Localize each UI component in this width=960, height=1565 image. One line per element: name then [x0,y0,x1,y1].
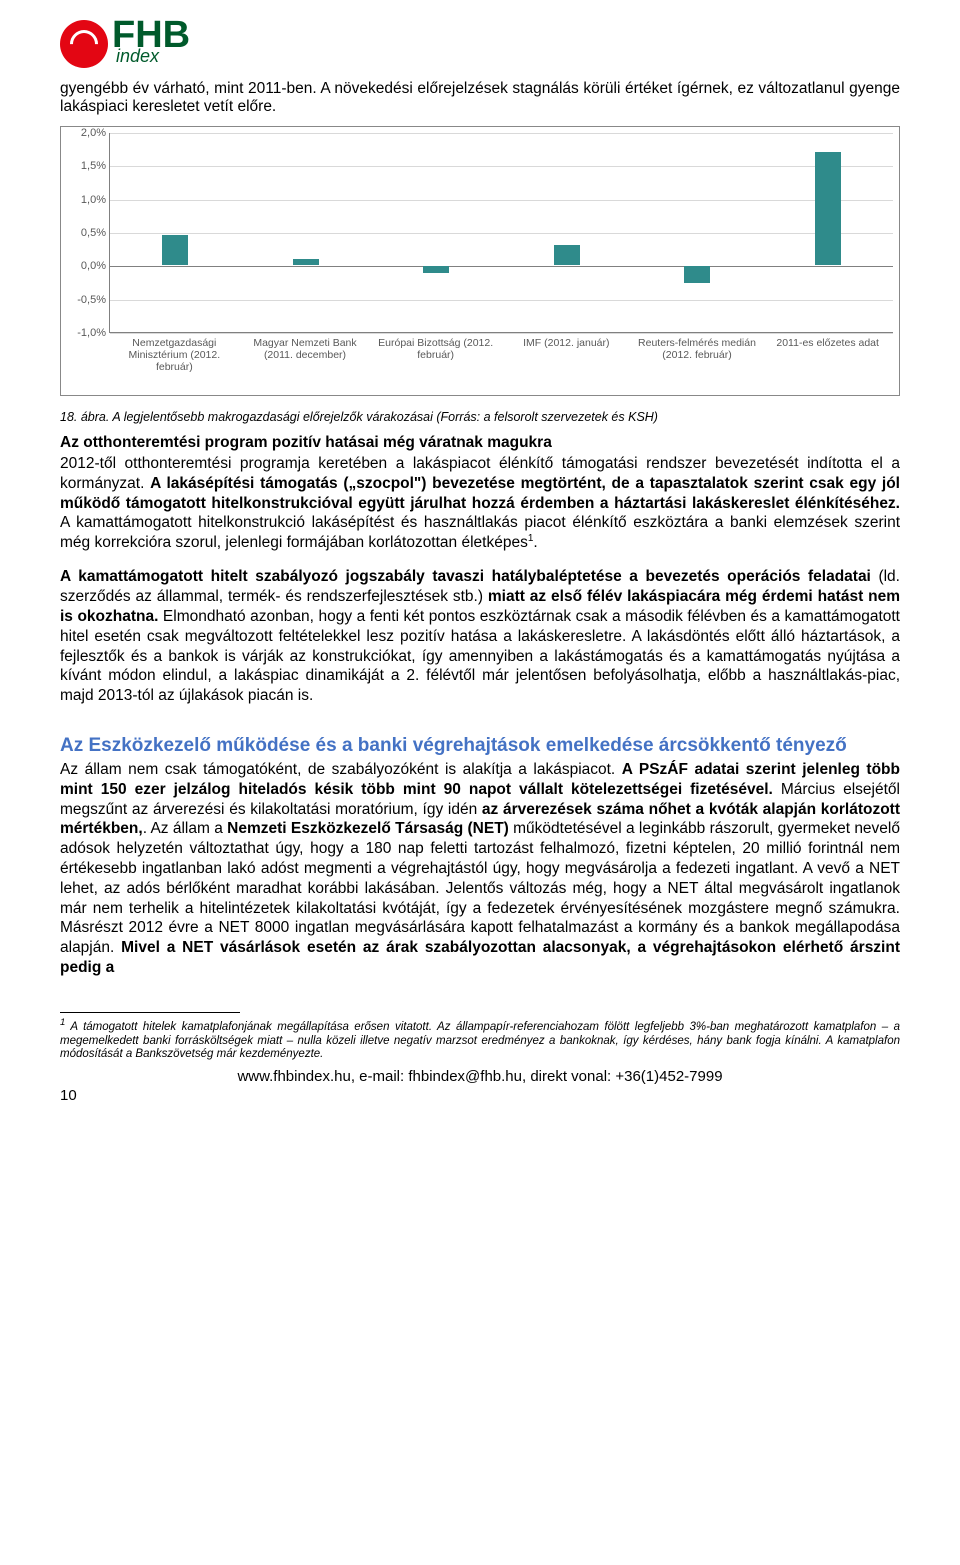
text: A kamattámogatott hitelkonstrukció lakás… [60,514,900,551]
grid-line [110,166,893,167]
page-number: 10 [60,1087,900,1104]
y-tick-label: 1,0% [68,194,106,206]
y-tick-label: 1,5% [68,160,106,172]
grid-line [110,300,893,301]
zero-axis [110,266,893,267]
bar [684,266,710,283]
grid-line [110,133,893,134]
section1-title: Az otthonteremtési program pozitív hatás… [60,434,900,452]
section1-p2: A kamattámogatott hitelt szabályozó jogs… [60,567,900,706]
x-tick-label: Nemzetgazdasági Minisztérium (2012. febr… [114,333,234,373]
gdp-forecast-chart: 2,0% 1,5% 1,0% 0,5% 0,0% -0,5% -1,0% Nemzetgaz… [60,126,900,396]
x-tick-label: Európai Bizottság (2012. február) [376,333,496,361]
section2-p1: Az állam nem csak támogatóként, de szabá… [60,760,900,978]
section2-heading: Az Eszközkezelő működése és a banki végr… [60,734,900,758]
logo-circle-icon [60,20,108,68]
chart-caption: 18. ábra. A legjelentősebb makrogazdaság… [60,410,900,424]
y-tick-label: -1,0% [68,327,106,339]
bar [293,259,319,266]
footnote-separator [60,1012,240,1013]
text: Elmondható azonban, hogy a fenti két pon… [60,608,900,704]
text: . [533,534,537,551]
x-tick-label: Reuters-felmérés medián (2012. február) [637,333,757,361]
text: . Az állam a [143,820,227,837]
text: működtetésével a leginkább rászorult, gy… [60,820,900,956]
x-tick-label: IMF (2012. január) [506,333,626,349]
text: Az állam nem csak támogatóként, de szabá… [60,761,622,778]
fhb-logo: FHB index [60,20,900,68]
x-tick-label: 2011-es előzetes adat [768,333,888,349]
bar [162,235,188,265]
y-tick-label: 0,0% [68,260,106,272]
bold-text: Nemzeti Eszközkezelő Társaság (NET) [227,820,509,837]
intro-paragraph: gyengébb év várható, mint 2011-ben. A nö… [60,80,900,116]
bar [815,152,841,265]
bold-text: A kamattámogatott hitelt szabályozó jogs… [60,568,871,585]
y-tick-label: -0,5% [68,294,106,306]
footnote-1: 1 A támogatott hitelek kamatplafonjának … [60,1017,900,1062]
bold-text: Mivel a NET vásárlások esetén az árak sz… [60,939,900,976]
section1-p1: 2012-től otthonteremtési programja keret… [60,454,900,553]
page-footer: www.fhbindex.hu, e-mail: fhbindex@fhb.hu… [60,1068,900,1085]
bold-text: A lakásépítési támogatás („szocpol") bev… [60,475,900,512]
bar [554,245,580,265]
grid-line [110,233,893,234]
footnote-text: A támogatott hitelek kamatplafonjának me… [60,1021,900,1061]
y-tick-label: 0,5% [68,227,106,239]
y-tick-label: 2,0% [68,127,106,139]
grid-line [110,200,893,201]
bar [423,266,449,273]
x-tick-label: Magyar Nemzeti Bank (2011. december) [245,333,365,361]
